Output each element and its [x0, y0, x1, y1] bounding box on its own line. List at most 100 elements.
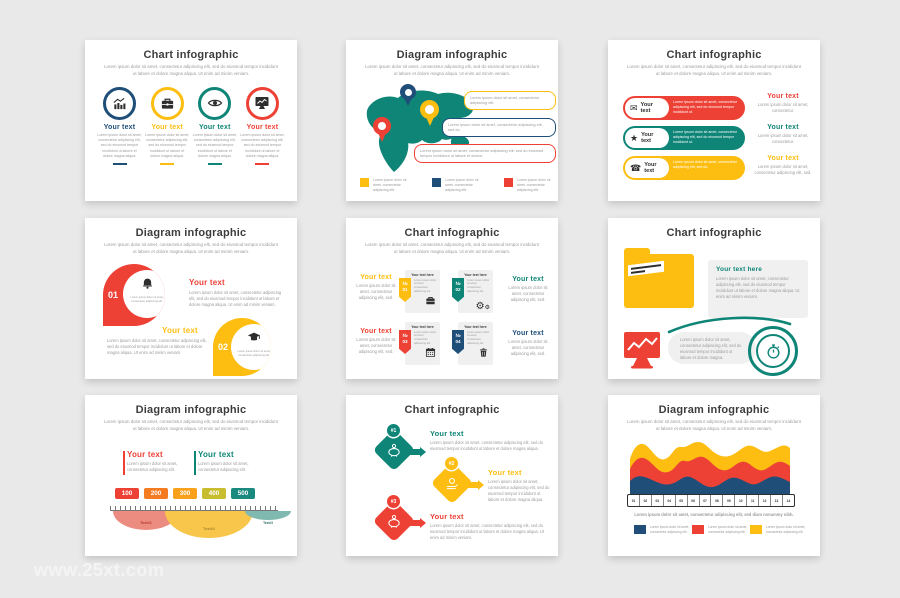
slide-7-diagram-infographic[interactable]: Diagram infographic Lorem ipsum dolor si…	[85, 395, 297, 556]
pill-body: Lorem ipsum dolor sit amet, consectetur …	[680, 337, 742, 361]
slide-6-chart-infographic[interactable]: Chart infographic Your text here Lorem i…	[608, 218, 820, 379]
card-body: Lorem ipsum dolor sit amet, consectetur …	[467, 278, 490, 293]
step-body: Lorem ipsum dolor sit amet, consectetur …	[107, 338, 207, 356]
diamond-1	[372, 428, 416, 472]
slide-title: Chart infographic	[404, 404, 500, 416]
slide-8-chart-infographic[interactable]: Chart infographic #1 Your text Lorem ips…	[346, 395, 558, 556]
briefcase-icon	[425, 293, 436, 311]
slide-subtitle: Lorem ipsum dolor sit amet, consectetur …	[104, 419, 278, 431]
step-01-shape: 01 Lorem ipsum dolor sit amet, consectet…	[103, 264, 165, 326]
stacked-area-chart	[630, 442, 790, 495]
star-icon: ★	[630, 132, 639, 143]
slide-title: Diagram infographic	[135, 227, 247, 239]
badge-2: #2	[445, 457, 458, 470]
divider	[112, 162, 127, 165]
slide-1-chart-infographic[interactable]: Chart infographic Lorem ipsum dolor sit …	[85, 40, 297, 201]
bar-teal: ★ Your text Lorem ipsum dolor sit amet, c…	[623, 126, 745, 150]
value-100: 100	[115, 488, 139, 499]
monitor-chart-icon	[245, 86, 279, 120]
legend-swatch-red	[692, 525, 704, 534]
icon-columns: Your text Lorem ipsum dolor sit amet, co…	[85, 86, 297, 165]
briefcase-icon	[150, 86, 184, 120]
legend-item-3: Lorem ipsum dolor sit amet, consectetur …	[504, 178, 555, 193]
ruler-line	[110, 510, 278, 511]
card-body: Lorem ipsum dolor sit amet, consectetur …	[414, 278, 437, 293]
piggy-bank-icon	[387, 514, 402, 529]
bar-red: ✉ Your text Lorem ipsum dolor sit amet, c…	[623, 96, 745, 120]
column-2: Your text Lorem ipsum dolor sit amet, co…	[144, 86, 190, 165]
slide-3-chart-infographic[interactable]: Chart infographic Lorem ipsum dolor sit …	[608, 40, 820, 201]
bar-label: Your text	[644, 161, 657, 174]
item-3-text: Your text Lorem ipsum dolor sit amet, co…	[430, 512, 545, 541]
side-body: Lorem ipsum dolor sit amet, consectetur.	[757, 102, 809, 114]
legend-swatch-yellow	[360, 178, 369, 187]
callout-yellow: Lorem ipsum dolor sit amet, consectetur …	[464, 91, 556, 110]
legend-swatch-red	[504, 178, 513, 187]
card-title: Your text here	[464, 273, 487, 277]
column-1: Your text Lorem ipsum dolor sit amet, co…	[97, 86, 142, 165]
item-body: Lorem ipsum dolor sit amet, consectetur …	[144, 132, 190, 159]
text-box: Your text here Lorem ipsum dolor sit ame…	[708, 260, 808, 318]
hand-coin-icon	[445, 476, 460, 491]
slide-subtitle: Lorem ipsum dolor sit amet, consectetur …	[627, 419, 801, 431]
arrow-2	[468, 480, 484, 490]
divider-teal	[194, 451, 196, 475]
folder-icon	[624, 248, 694, 308]
step-02-text: Your text Lorem ipsum dolor sit amet, co…	[107, 326, 207, 356]
slide-5-chart-infographic[interactable]: Chart infographic Lorem ipsum dolor sit …	[346, 218, 558, 379]
item-2-text: Your text Lorem ipsum dolor sit amet, co…	[488, 468, 550, 503]
arrow-3	[410, 518, 426, 528]
card-title: Your text here	[411, 325, 434, 329]
legend-swatch-yellow	[750, 525, 762, 534]
folder-label	[628, 260, 664, 277]
slide-subtitle: Lorem ipsum dolor sit amet, consectetur …	[104, 64, 278, 76]
stopwatch-rings	[748, 326, 798, 376]
trash-icon	[478, 345, 489, 363]
step-number: 02	[218, 342, 229, 352]
side-block-1: Your text Lorem ipsum dolor sit amet, co…	[754, 93, 812, 114]
step-inner-text: Lorem ipsum dolor sit amet, consectetur …	[130, 296, 164, 303]
envelope-icon: ✉	[630, 102, 638, 113]
diamond-3	[372, 499, 416, 543]
card-title: Your text here	[411, 273, 434, 277]
card-02: Your text here Lorem ipsum dolor sit ame…	[458, 270, 493, 313]
slide-2-diagram-infographic[interactable]: Diagram infographic Lorem ipsum dolor si…	[346, 40, 558, 201]
slide-title: Diagram infographic	[658, 404, 770, 416]
bar-chart-icon	[103, 86, 136, 120]
legend-text: Lorem ipsum dolor sit amet, consectetur …	[373, 178, 407, 193]
step-heading: Your text	[162, 326, 198, 335]
calendar-icon	[425, 345, 436, 363]
bell-icon	[123, 277, 165, 295]
slide-4-diagram-infographic[interactable]: Diagram infographic Lorem ipsum dolor si…	[85, 218, 297, 379]
bar-text: Lorem ipsum dolor sit amet, consectetur …	[673, 159, 737, 169]
side-block-3: Your text Lorem ipsum dolor sit amet, co…	[356, 328, 396, 355]
item-label: Your text	[246, 123, 279, 131]
item-label: Your text	[151, 123, 183, 131]
badge-3: #3	[387, 495, 400, 508]
box-body: Lorem ipsum dolor sit amet, consectetur …	[716, 276, 800, 300]
bottom-pill: Lorem ipsum dolor sit amet, consectetur …	[668, 332, 756, 364]
slide-subtitle: Lorem ipsum dolor sit amet, consectetur …	[627, 64, 801, 76]
slide-9-diagram-infographic[interactable]: Diagram infographic Lorem ipsum dolor si…	[608, 395, 820, 556]
legend-swatch-blue	[634, 525, 646, 534]
legend-text: Lorem ipsum dolor sit amet, consectetur …	[445, 178, 479, 193]
legend-text: Lorem ipsum dolor sit amet, consectetur …	[517, 178, 551, 193]
map-pin-blue-icon	[400, 84, 417, 107]
side-heading: Your text	[767, 155, 799, 162]
slide-title: Chart infographic	[666, 49, 762, 61]
item-body: Lorem ipsum dolor sit amet, consectetur …	[97, 132, 142, 159]
side-heading: Your text	[767, 124, 799, 131]
graduation-cap-icon	[231, 330, 271, 349]
piggy-bank-icon	[387, 443, 402, 458]
eye-icon	[198, 86, 232, 120]
slide-title: Diagram infographic	[135, 404, 247, 416]
step-inner: Lorem ipsum dolor sit amet, consectetur …	[123, 270, 165, 318]
diamond-2	[430, 461, 474, 505]
legend-item-2: Lorem ipsum dolor sit amet, consectetur …	[692, 525, 748, 534]
slide-subtitle: Lorem ipsum dolor sit amet, consectetur …	[365, 64, 539, 76]
card-body: Lorem ipsum dolor sit amet, consectetur …	[414, 330, 437, 345]
hump-3: Text#3	[245, 511, 291, 525]
swoosh-line	[667, 316, 792, 334]
card-body: Lorem ipsum dolor sit amet, consectetur …	[467, 330, 490, 345]
